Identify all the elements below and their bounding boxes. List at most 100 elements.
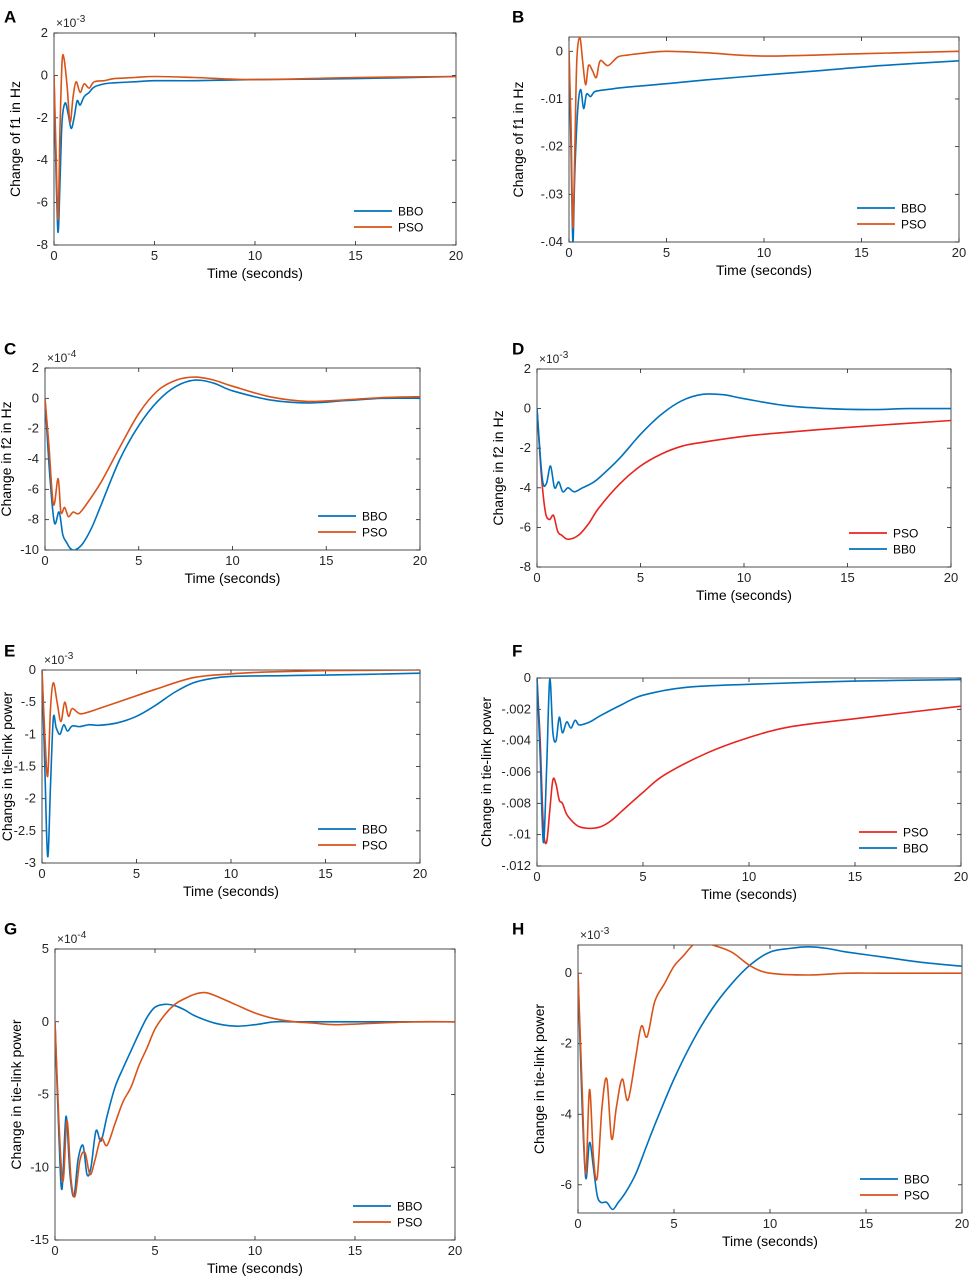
exponent-base: ×10 [539, 352, 560, 366]
exponent-power: -4 [77, 930, 86, 941]
x-tick-label: 15 [854, 245, 868, 260]
series-line-pso [578, 945, 962, 1181]
legend-box [851, 198, 951, 234]
x-axis-label: Time (seconds) [207, 1260, 303, 1276]
legend-box [843, 523, 943, 559]
panel-b: B 0 5 10 15 20 -.04 -.03 -.02 -.01 0 Time (seconds)… [510, 7, 966, 278]
y-tick-label: 2 [32, 360, 39, 375]
y-tick-label: -5 [37, 1087, 49, 1102]
legend-label: BBO [362, 510, 387, 524]
series-line-bbo [578, 946, 962, 1211]
y-axis-label: Change of f1 in Hz [510, 82, 526, 198]
x-tick-label: 20 [955, 1216, 969, 1231]
series-line-bb0 [537, 393, 951, 493]
x-tick-label: 0 [41, 553, 48, 568]
x-tick-label: 20 [413, 866, 427, 881]
series-group [55, 991, 455, 1198]
y-tick-label: 0 [41, 67, 48, 82]
panel-label: D [512, 339, 524, 358]
series-group [537, 678, 961, 845]
panel-f: F0 5 10 15 20-.012-.01-.008-.006-.004-.0020T… [478, 641, 968, 902]
y-tick-label: -8 [36, 237, 48, 252]
legend: BBO PSO [312, 819, 412, 855]
exponent-base: ×10 [57, 932, 78, 946]
y-tick-label: -15 [30, 1232, 49, 1247]
series-line-pso [54, 53, 456, 221]
y-exponent-label: ×10-4 [57, 930, 87, 946]
x-tick-label: 10 [757, 245, 771, 260]
legend-label: BBO [903, 842, 928, 856]
x-tick-label: 15 [848, 869, 862, 884]
legend-box [312, 819, 412, 855]
x-tick-label: 0 [50, 248, 57, 263]
y-tick-label: -6 [560, 1177, 572, 1192]
x-tick-label: 20 [413, 553, 427, 568]
series-line-pso [537, 678, 961, 845]
x-tick-label: 10 [742, 869, 756, 884]
y-exponent-label: ×10-4 [47, 349, 77, 365]
y-exponent-label: ×10-3 [580, 926, 610, 942]
series-line-pso [42, 670, 420, 778]
y-exponent-label: ×10-3 [56, 14, 86, 30]
panel-d: D 0 5 10 15 20 -8 -6 -4 -2 0 2 ×10-3 Time (seconds) Ch… [490, 339, 958, 603]
y-tick-label: -.01 [541, 91, 563, 106]
x-tick-label: 0 [533, 570, 540, 585]
legend-label: BBO [904, 1173, 929, 1187]
series-line-bbo [54, 75, 456, 234]
x-tick-label: 5 [670, 1216, 677, 1231]
series-group [45, 376, 420, 550]
legend-label: PSO [362, 526, 387, 540]
panel-g: G 0 5 10 15 20 -15 -10 -5 0 5 ×10-4 Time (seconds) Ch… [4, 919, 462, 1276]
series-line-pso [537, 408, 951, 541]
series-line-bbo [42, 670, 420, 858]
x-tick-label: 20 [944, 570, 958, 585]
series-line-pso [55, 991, 455, 1198]
exponent-power: -3 [559, 350, 568, 361]
legend-label: BBO [397, 1200, 422, 1214]
legend-box [347, 1196, 447, 1232]
x-tick-label: 15 [348, 248, 362, 263]
y-tick-label: -.008 [501, 795, 531, 810]
y-tick-label: -.006 [501, 764, 531, 779]
panel-label: B [512, 7, 524, 26]
x-tick-label: 15 [348, 1243, 362, 1258]
y-axis-label: Changs in tie-link power [0, 691, 15, 841]
x-tick-label: 10 [763, 1216, 777, 1231]
y-axis-label: Change of f1 in Hz [7, 81, 23, 197]
legend-box [348, 201, 448, 237]
legend: BBO PSO [312, 506, 412, 542]
y-tick-label: -10 [30, 1159, 49, 1174]
series-line-pso [569, 37, 959, 229]
legend-box [853, 822, 953, 858]
y-tick-label: 0 [524, 401, 531, 416]
x-axis-label: Time (seconds) [722, 1233, 818, 1249]
series-line-bbo [45, 379, 420, 550]
exponent-base: ×10 [580, 928, 601, 942]
x-tick-label: 5 [135, 553, 142, 568]
x-tick-label: 20 [448, 1243, 462, 1258]
legend-label: BBO [901, 202, 926, 216]
y-tick-label: -4 [27, 451, 39, 466]
y-tick-label: -4 [519, 480, 531, 495]
legend-label: PSO [903, 826, 928, 840]
x-tick-label: 0 [533, 869, 540, 884]
exponent-base: ×10 [56, 16, 77, 30]
panel-label: H [512, 919, 524, 938]
y-axis-label: Change in f2 in Hz [490, 410, 506, 525]
panel-label: F [512, 641, 522, 660]
x-axis-label: Time (seconds) [183, 883, 279, 899]
x-tick-label: 5 [637, 570, 644, 585]
legend: BBO PSO [851, 198, 951, 234]
y-tick-label: -6 [27, 481, 39, 496]
series-line-pso [45, 376, 420, 518]
x-tick-label: 0 [574, 1216, 581, 1231]
legend-label: PSO [362, 839, 387, 853]
x-tick-label: 0 [565, 245, 572, 260]
x-tick-label: 0 [51, 1243, 58, 1258]
x-tick-label: 10 [248, 248, 262, 263]
legend-label: PSO [901, 218, 926, 232]
y-tick-label: -2.5 [14, 823, 36, 838]
